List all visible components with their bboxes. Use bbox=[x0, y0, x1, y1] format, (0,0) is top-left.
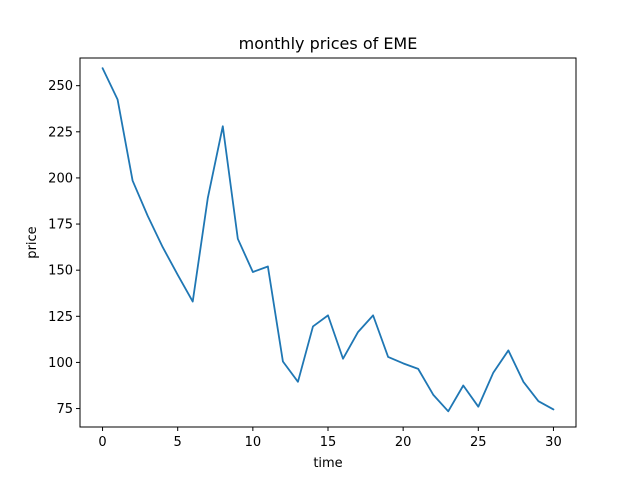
x-tick-label: 30 bbox=[545, 435, 562, 450]
price-series-line bbox=[101, 67, 555, 413]
y-tick-label: 75 bbox=[56, 402, 73, 417]
x-tick-label: 5 bbox=[174, 435, 182, 450]
x-tick-label: 15 bbox=[320, 435, 337, 450]
y-tick-label: 100 bbox=[48, 356, 73, 371]
y-tick-label: 200 bbox=[48, 171, 73, 186]
chart-title: monthly prices of EME bbox=[239, 34, 418, 53]
y-axis-ticks: 75 100 125 150 175 200 225 250 bbox=[48, 79, 80, 417]
x-tick-label: 10 bbox=[245, 435, 262, 450]
y-tick-label: 125 bbox=[48, 310, 73, 325]
x-axis-label: time bbox=[313, 456, 342, 471]
y-tick-label: 150 bbox=[48, 264, 73, 279]
x-axis-ticks: 0 5 10 15 20 25 30 bbox=[98, 427, 562, 450]
series-layer bbox=[101, 67, 555, 413]
y-tick-label: 225 bbox=[48, 125, 73, 140]
x-tick-label: 25 bbox=[470, 435, 487, 450]
y-tick-label: 250 bbox=[48, 79, 73, 94]
plot-frame bbox=[79, 57, 577, 428]
y-tick-label: 175 bbox=[48, 218, 73, 233]
x-tick-label: 0 bbox=[98, 435, 106, 450]
x-tick-label: 20 bbox=[395, 435, 412, 450]
y-axis-label: price bbox=[25, 226, 40, 258]
plot-area bbox=[80, 58, 576, 427]
